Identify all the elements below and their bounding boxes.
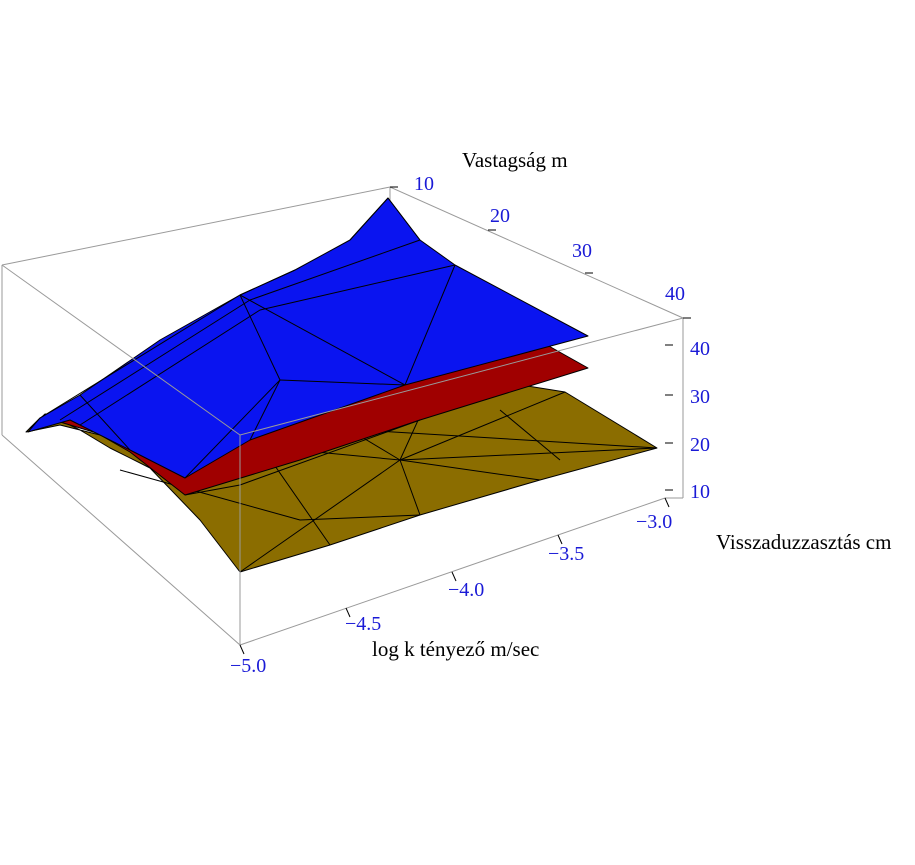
x-tick-label: −3.0 — [636, 511, 672, 533]
x-tick-label: −4.0 — [448, 579, 484, 601]
x-tick-label: −3.5 — [548, 543, 584, 565]
z-tick-label: 10 — [690, 481, 710, 503]
z-tick-label: 40 — [690, 338, 710, 360]
x-tick-label: −5.0 — [230, 655, 266, 677]
y-axis-title: Vastagság m — [462, 148, 568, 172]
x-axis-title: log k tényező m/sec — [372, 637, 539, 661]
z-tick-label: 20 — [690, 434, 710, 456]
z-tick-label: 30 — [690, 386, 710, 408]
x-tick-label: −4.5 — [345, 613, 381, 635]
z-axis-title: Visszaduzzasztás cm — [716, 530, 891, 554]
y-axis-tick-marks — [390, 186, 691, 319]
surface-upper-blue — [27, 197, 589, 479]
y-tick-label: 10 — [414, 173, 434, 195]
y-tick-label: 20 — [490, 205, 510, 227]
y-tick-label: 40 — [665, 283, 685, 305]
z-axis-tick-marks — [665, 344, 673, 491]
x-axis-tick-marks — [239, 497, 670, 655]
y-tick-label: 30 — [572, 240, 592, 262]
